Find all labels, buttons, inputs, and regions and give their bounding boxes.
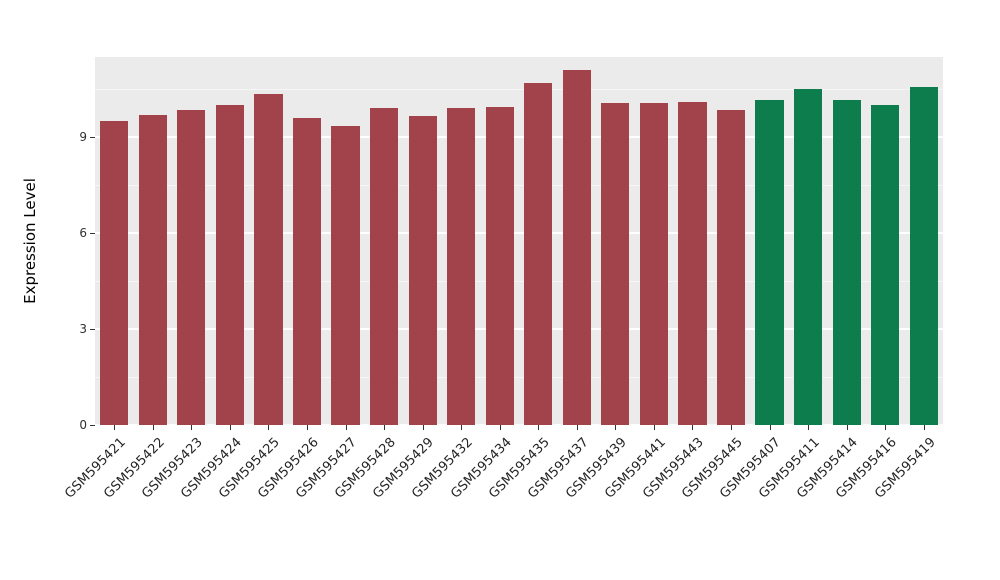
- bar-GSM595407: [755, 100, 784, 425]
- x-tick-mark: [615, 425, 617, 430]
- x-tick-mark: [499, 425, 501, 430]
- gridline-major: [95, 232, 943, 234]
- bar-GSM595432: [447, 108, 476, 425]
- gridline-minor: [95, 281, 943, 282]
- bar-GSM595425: [254, 93, 283, 425]
- bar-GSM595419: [909, 87, 938, 425]
- x-tick-mark: [769, 425, 771, 430]
- x-tick-mark: [345, 425, 347, 430]
- y-tick-mark: [90, 329, 95, 330]
- bar-GSM595422: [138, 114, 167, 425]
- bar-GSM595424: [215, 105, 244, 425]
- bar-GSM595434: [485, 106, 514, 425]
- gridline-major: [95, 328, 943, 330]
- bar-GSM595414: [832, 100, 861, 425]
- x-tick-mark: [538, 425, 540, 430]
- x-tick-mark: [268, 425, 270, 430]
- bar-GSM595443: [678, 101, 707, 425]
- y-tick-label: 6: [79, 226, 87, 240]
- plot-panel: [95, 57, 943, 426]
- x-tick-mark: [731, 425, 732, 430]
- y-tick-label: 0: [79, 418, 87, 432]
- x-tick-mark: [653, 425, 655, 430]
- gridline-minor: [95, 377, 943, 378]
- x-tick-mark: [576, 425, 578, 430]
- y-tick-label: 9: [79, 130, 87, 144]
- bar-GSM595439: [601, 103, 630, 425]
- x-tick-mark: [307, 425, 308, 430]
- y-axis-title: Expression Level: [21, 178, 39, 304]
- bar-GSM595427: [331, 125, 360, 425]
- x-tick-mark: [422, 425, 424, 430]
- x-tick-mark: [923, 425, 925, 430]
- x-tick-mark: [885, 425, 887, 430]
- x-tick-mark: [384, 425, 386, 430]
- bar-GSM595435: [524, 82, 553, 425]
- bar-GSM595441: [639, 103, 668, 425]
- x-tick-mark: [229, 425, 231, 430]
- bar-GSM595421: [100, 121, 129, 425]
- bar-GSM595445: [716, 109, 746, 425]
- y-tick-mark: [90, 233, 95, 234]
- y-tick-label: 3: [79, 322, 87, 336]
- gridline-minor: [95, 185, 943, 186]
- x-tick-mark: [808, 425, 810, 430]
- bar-GSM595423: [177, 109, 206, 425]
- bar-GSM595429: [408, 116, 437, 425]
- x-tick-mark: [461, 425, 463, 430]
- x-tick-mark: [846, 425, 848, 430]
- y-tick-mark: [90, 137, 95, 138]
- x-tick-mark: [692, 425, 694, 430]
- bar-GSM595426: [292, 117, 322, 425]
- bar-GSM595437: [562, 69, 591, 425]
- gridline-major: [95, 424, 943, 426]
- bar-GSM595411: [794, 89, 823, 425]
- bar-GSM595416: [871, 105, 900, 425]
- x-tick-mark: [152, 425, 154, 430]
- bar-GSM595428: [370, 108, 399, 425]
- x-tick-mark: [114, 425, 116, 430]
- y-tick-mark: [90, 425, 95, 426]
- gridline-minor: [95, 89, 943, 90]
- gridline-major: [95, 136, 943, 138]
- x-tick-mark: [191, 425, 193, 430]
